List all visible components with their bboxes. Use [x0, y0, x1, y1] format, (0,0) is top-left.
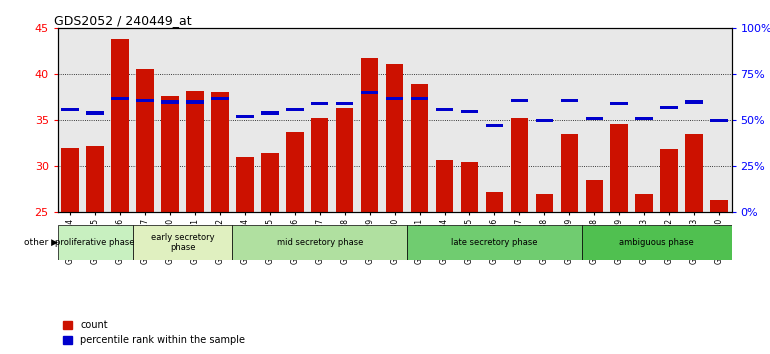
Bar — [661, 149, 678, 212]
Bar — [161, 100, 179, 104]
Text: GDS2052 / 240449_at: GDS2052 / 240449_at — [55, 14, 192, 27]
Bar — [661, 106, 678, 109]
Text: mid secretory phase: mid secretory phase — [276, 238, 363, 247]
Bar — [236, 115, 253, 118]
Bar — [582, 225, 732, 260]
Bar — [361, 58, 378, 212]
Text: proliferative phase: proliferative phase — [55, 238, 135, 247]
Bar — [386, 97, 403, 100]
Bar — [186, 91, 204, 212]
Bar — [460, 109, 478, 113]
Bar — [211, 97, 229, 100]
Bar — [86, 146, 104, 212]
Bar — [62, 108, 79, 111]
Bar — [710, 200, 728, 212]
Bar — [536, 194, 553, 212]
Bar — [112, 97, 129, 100]
Bar — [136, 98, 154, 102]
Bar — [261, 112, 279, 115]
Bar — [386, 64, 403, 212]
Bar — [286, 108, 303, 111]
Legend: count, percentile rank within the sample: count, percentile rank within the sample — [59, 316, 249, 349]
Bar — [611, 102, 628, 105]
Bar — [86, 112, 104, 115]
Bar — [585, 117, 603, 120]
Bar — [436, 160, 454, 212]
Bar — [58, 225, 132, 260]
Bar — [233, 225, 407, 260]
Bar — [336, 108, 353, 212]
Bar — [411, 97, 428, 100]
Text: other ▶: other ▶ — [24, 238, 58, 247]
Bar — [460, 162, 478, 212]
Bar — [635, 117, 653, 120]
Bar — [311, 118, 329, 212]
Bar — [186, 100, 204, 104]
Bar — [62, 148, 79, 212]
Bar — [286, 132, 303, 212]
Text: early secretory
phase: early secretory phase — [151, 233, 214, 252]
Bar — [136, 69, 154, 212]
Bar — [236, 157, 253, 212]
Bar — [161, 96, 179, 212]
Bar — [685, 134, 703, 212]
Bar — [511, 118, 528, 212]
Bar — [611, 124, 628, 212]
Bar — [561, 98, 578, 102]
Bar — [486, 192, 503, 212]
Bar — [436, 108, 454, 111]
Bar — [561, 134, 578, 212]
Bar — [536, 119, 553, 122]
Bar — [685, 100, 703, 104]
Bar — [361, 91, 378, 95]
Bar — [411, 84, 428, 212]
Bar — [311, 102, 329, 105]
Text: ambiguous phase: ambiguous phase — [619, 238, 694, 247]
Bar — [635, 194, 653, 212]
Bar — [261, 153, 279, 212]
Bar — [132, 225, 233, 260]
Bar — [585, 180, 603, 212]
Bar — [710, 119, 728, 122]
Bar — [511, 98, 528, 102]
Bar — [112, 39, 129, 212]
Bar — [211, 92, 229, 212]
Bar — [407, 225, 582, 260]
Bar — [336, 102, 353, 105]
Text: late secretory phase: late secretory phase — [451, 238, 537, 247]
Bar — [486, 124, 503, 127]
